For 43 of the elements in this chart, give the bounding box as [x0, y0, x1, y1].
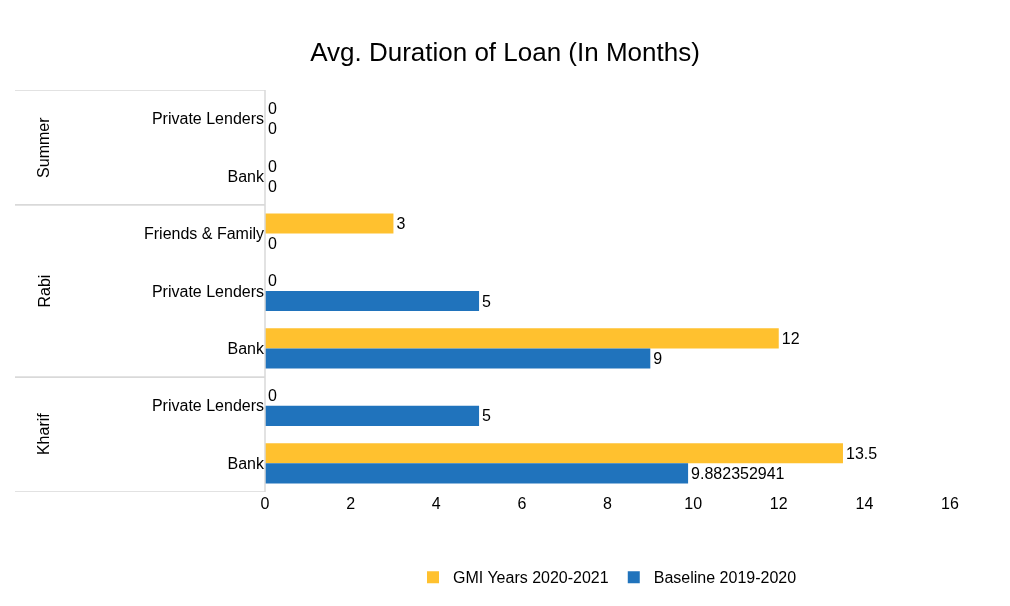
data-label: 0 [268, 120, 277, 138]
category-label: Private Lenders [151, 282, 264, 300]
category-label: Summer [35, 117, 53, 178]
data-label: 0 [268, 177, 277, 195]
x-tick-label: 0 [260, 495, 270, 512]
bar [265, 328, 779, 349]
x-tick-label: 6 [517, 495, 527, 512]
x-tick-label: 4 [431, 495, 441, 512]
bar [265, 463, 689, 484]
data-label: 0 [268, 100, 277, 118]
legend-label: Baseline 2019-2020 [653, 569, 797, 587]
bar [265, 348, 651, 369]
category-label: Bank [227, 340, 264, 358]
x-tick-label: 14 [855, 495, 874, 512]
x-tick-label: 2 [346, 495, 356, 512]
x-tick-label: 10 [684, 495, 703, 512]
category-label: Bank [227, 167, 264, 185]
legend-label: GMI Years 2020-2021 [453, 569, 609, 587]
x-tick-label: 16 [941, 495, 959, 512]
category-label: Rabi [35, 274, 53, 308]
data-label: 5 [482, 292, 492, 310]
category-label: Private Lenders [151, 397, 264, 415]
bar [265, 443, 843, 464]
category-label: Kharif [34, 413, 52, 456]
bar [265, 291, 480, 312]
category-label: Friends & Family [143, 225, 264, 243]
category-label: Bank [227, 454, 264, 472]
data-label: 13.5 [845, 444, 878, 462]
data-label: 9.882352941 [691, 464, 785, 482]
data-label: 0 [268, 387, 277, 405]
data-label: 0 [268, 235, 277, 253]
chart-title: Avg. Duration of Loan (In Months) [310, 36, 700, 67]
category-label: Private Lenders [151, 110, 264, 128]
bar [265, 213, 394, 234]
data-label: 12 [781, 329, 800, 347]
data-label: 0 [268, 157, 277, 175]
data-label: 9 [653, 349, 663, 367]
data-label: 5 [482, 407, 492, 425]
bar [265, 405, 480, 426]
data-label: 3 [396, 215, 406, 233]
x-tick-label: 8 [603, 495, 613, 512]
data-label: 0 [268, 272, 277, 290]
x-tick-label: 12 [769, 495, 788, 512]
